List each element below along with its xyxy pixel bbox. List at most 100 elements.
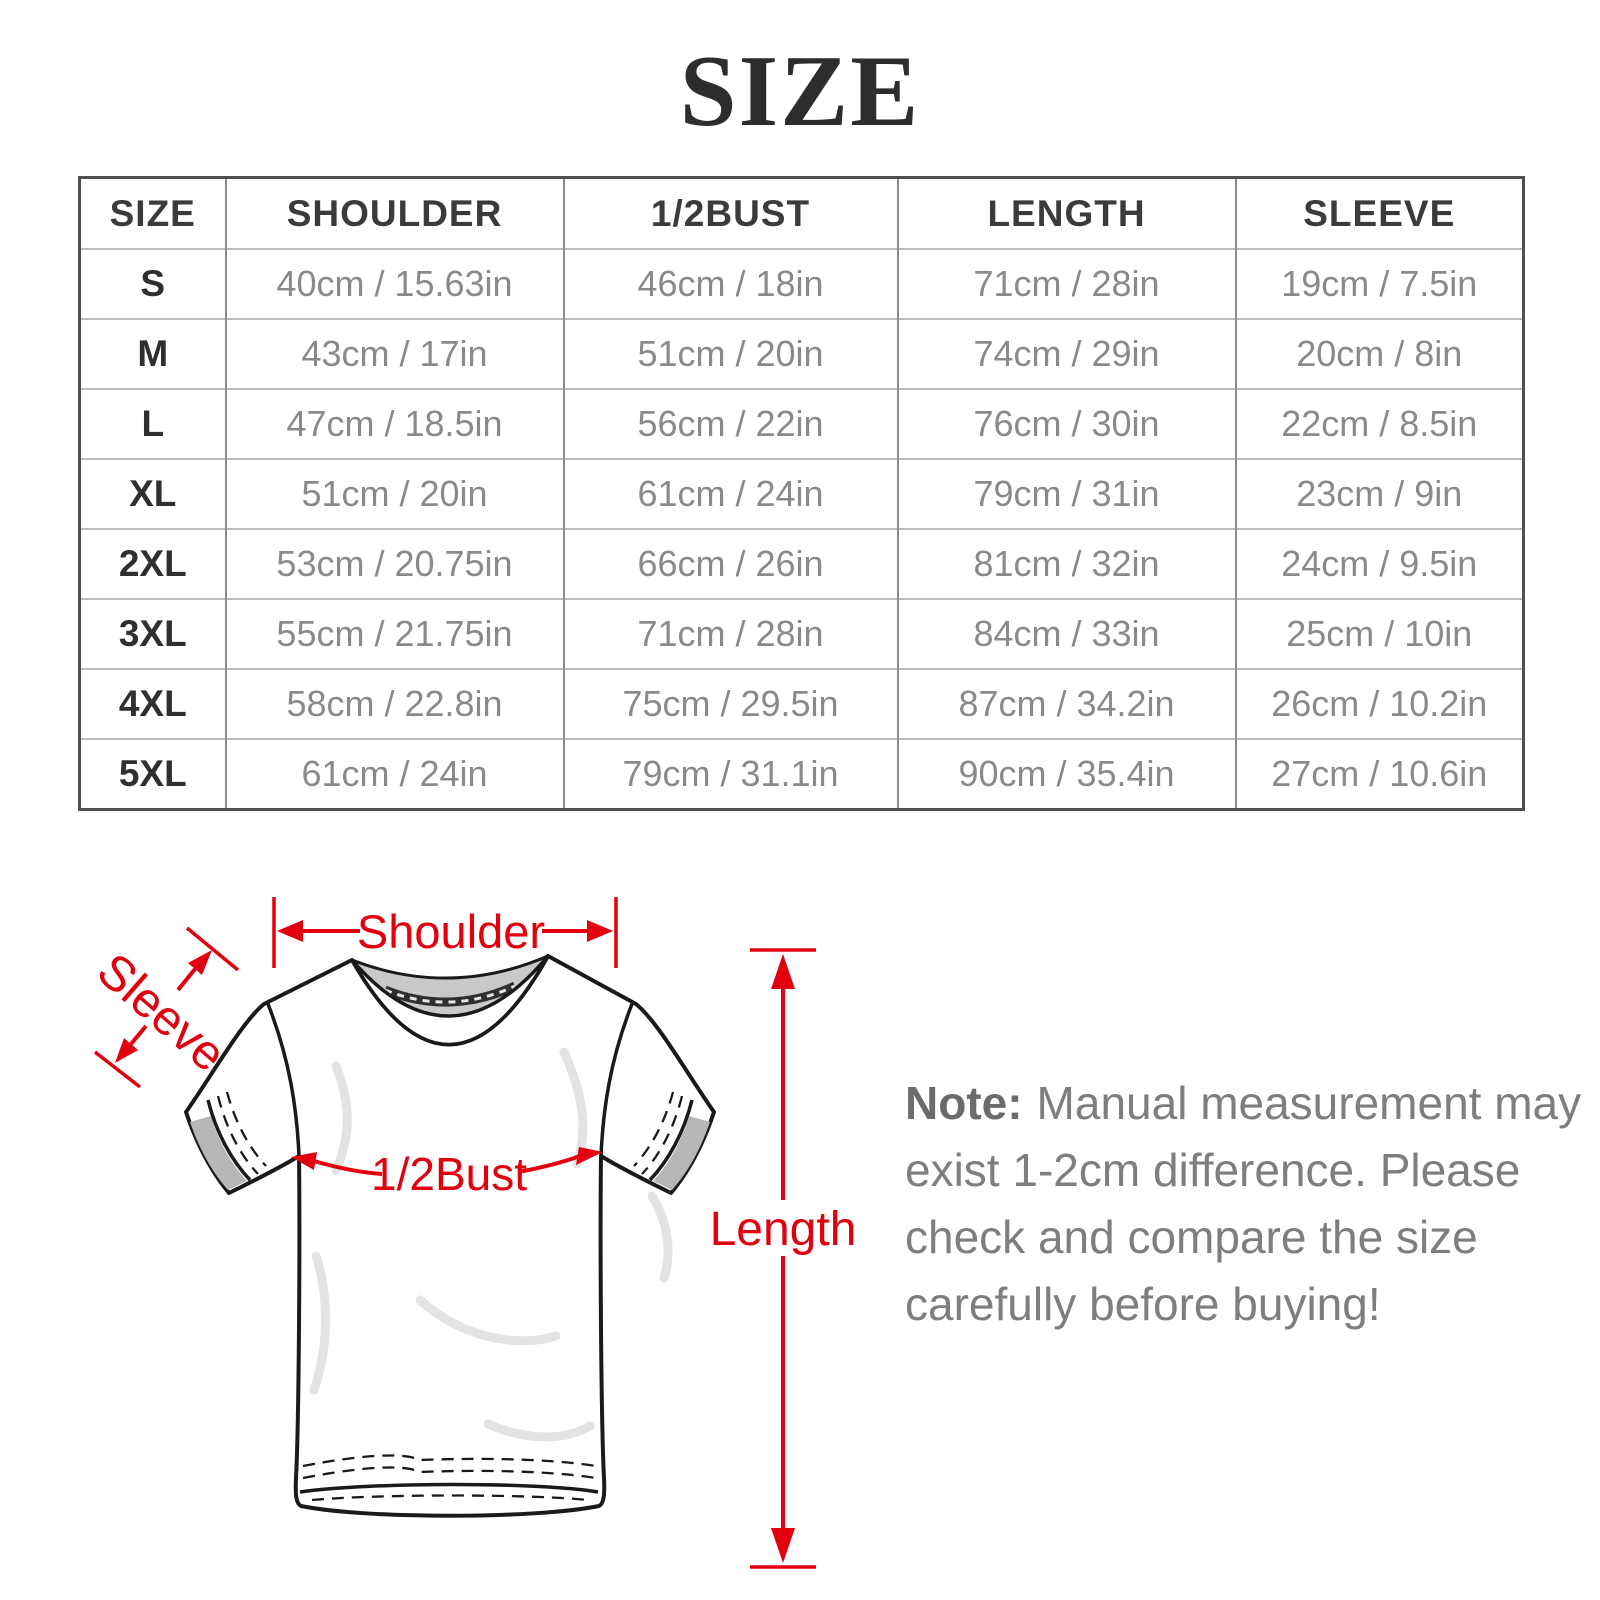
shoulder-arrowhead-right (587, 920, 613, 942)
hem-stitch (311, 1494, 589, 1502)
length-label: Length (710, 1203, 857, 1256)
cell-sleeve: 22cm / 8.5in (1234, 388, 1524, 459)
cell-length: 79cm / 31in (896, 458, 1236, 529)
left-armhole-seam (266, 1003, 301, 1157)
wrinkle-shade (331, 1061, 352, 1175)
sleeve-annotation: Sleeve (87, 926, 240, 1089)
cell-bust: 61cm / 24in (562, 458, 898, 529)
cell-sleeve: 19cm / 7.5in (1234, 248, 1524, 319)
cell-size: L (78, 388, 226, 459)
wrinkle-shade (415, 1295, 561, 1346)
sleeve-tick-lower (93, 1050, 142, 1089)
cell-shoulder: 47cm / 18.5in (224, 388, 564, 459)
right-cuff-stitch (633, 1091, 675, 1167)
cell-size: XL (78, 458, 226, 529)
cell-shoulder: 51cm / 20in (224, 458, 564, 529)
cell-size: 4XL (78, 668, 226, 739)
table-row-l: L 47cm / 18.5in 56cm / 22in 76cm / 30in … (78, 388, 1524, 459)
note-line: exist 1-2cm difference. Please (905, 1144, 1521, 1196)
column-header-size: SIZE (78, 177, 226, 249)
header-row: SIZE SHOULDER 1/2BUST LENGTH SLEEVE (78, 177, 1524, 249)
length-annotation: Length (710, 948, 857, 1569)
table-row-3xl: 3XL 55cm / 21.75in 71cm / 28in 84cm / 33… (78, 598, 1524, 669)
bust-arrow-shaft-left (313, 1159, 383, 1176)
collar-band (350, 954, 550, 1047)
size-table: SIZE SHOULDER 1/2BUST LENGTH SLEEVE S 40… (78, 176, 1525, 811)
sleeve-arrowhead-upper (188, 950, 212, 975)
hem-fold-line (299, 1482, 599, 1494)
length-arrowhead-down (771, 1528, 795, 1563)
cell-bust: 51cm / 20in (562, 318, 898, 389)
cell-shoulder: 61cm / 24in (224, 738, 564, 809)
length-arrowhead-up (771, 954, 795, 989)
cell-bust: 79cm / 31.1in (562, 738, 898, 809)
shoulder-annotation: Shoulder (272, 897, 618, 968)
note-text: Manual measurement may (1036, 1077, 1582, 1129)
cell-shoulder: 40cm / 15.63in (224, 248, 564, 319)
bust-annotation: 1/2Bust (291, 1147, 603, 1200)
wrinkle-shade (483, 1419, 595, 1442)
left-cuff-shade (190, 1116, 247, 1190)
table-row-m: M 43cm / 17in 51cm / 20in 74cm / 29in 20… (78, 318, 1524, 389)
left-cuff-seam (206, 1099, 252, 1182)
bust-label: 1/2Bust (371, 1148, 527, 1200)
cell-length: 81cm / 32in (896, 528, 1236, 599)
right-cuff-stitch (641, 1095, 684, 1175)
column-header-shoulder: SHOULDER (224, 177, 564, 249)
column-header-length: LENGTH (896, 177, 1236, 249)
cell-bust: 46cm / 18in (562, 248, 898, 319)
cell-shoulder: 58cm / 22.8in (224, 668, 564, 739)
note-line: check and compare the size (905, 1211, 1478, 1263)
cell-length: 71cm / 28in (896, 248, 1236, 319)
cell-length: 90cm / 35.4in (896, 738, 1236, 809)
bust-arrowhead-left (291, 1152, 317, 1170)
left-cuff-stitch (216, 1095, 259, 1175)
right-cuff-shade (653, 1116, 710, 1190)
cell-size: M (78, 318, 226, 389)
sleeve-tick-upper (185, 926, 240, 972)
column-header-bust: 1/2BUST (562, 177, 898, 249)
cell-sleeve: 27cm / 10.6in (1234, 738, 1524, 809)
sleeve-arrowhead-lower (115, 1038, 138, 1063)
cell-shoulder: 55cm / 21.75in (224, 598, 564, 669)
cell-size: 2XL (78, 528, 226, 599)
cell-shoulder: 43cm / 17in (224, 318, 564, 389)
table-row-4xl: 4XL 58cm / 22.8in 75cm / 29.5in 87cm / 3… (78, 668, 1524, 739)
hem-stitch (302, 1466, 597, 1480)
collar-rib-stitch-dash (384, 984, 516, 1004)
bust-arrowhead-right (576, 1147, 603, 1165)
note-line: carefully before buying! (905, 1278, 1381, 1330)
column-header-sleeve: SLEEVE (1234, 177, 1524, 249)
table-row-xl: XL 51cm / 20in 61cm / 24in 79cm / 31in 2… (78, 458, 1524, 529)
note-block: Note: Manual measurement may exist 1-2cm … (905, 1070, 1581, 1338)
cell-sleeve: 24cm / 9.5in (1234, 528, 1524, 599)
table-row-2xl: 2XL 53cm / 20.75in 66cm / 26in 81cm / 32… (78, 528, 1524, 599)
tshirt-measure-diagram: Shoulder Sleeve 1/2Bust (87, 897, 857, 1569)
cell-bust: 71cm / 28in (562, 598, 898, 669)
cell-sleeve: 23cm / 9in (1234, 458, 1524, 529)
right-armhole-seam (599, 1003, 634, 1157)
shoulder-arrowhead-left (277, 920, 303, 942)
right-cuff-seam (648, 1099, 694, 1182)
note-line: Note: Manual measurement may (905, 1070, 1581, 1137)
cell-bust: 56cm / 22in (562, 388, 898, 459)
hem-stitch (302, 1454, 597, 1468)
cell-bust: 75cm / 29.5in (562, 668, 898, 739)
cell-sleeve: 25cm / 10in (1234, 598, 1524, 669)
sleeve-arrow-shaft (129, 1024, 148, 1046)
sleeve-arrow-shaft (176, 967, 197, 992)
cell-length: 87cm / 34.2in (896, 668, 1236, 739)
cell-sleeve: 26cm / 10.2in (1234, 668, 1524, 739)
table-row-5xl: 5XL 61cm / 24in 79cm / 31.1in 90cm / 35.… (78, 738, 1524, 809)
cell-size: S (78, 248, 226, 319)
bust-arrow-shaft-right (517, 1154, 581, 1174)
cell-size: 5XL (78, 738, 226, 809)
cell-sleeve: 20cm / 8in (1234, 318, 1524, 389)
page-title: SIZE (679, 35, 921, 148)
cell-length: 84cm / 33in (896, 598, 1236, 669)
cell-size: 3XL (78, 598, 226, 669)
cell-bust: 66cm / 26in (562, 528, 898, 599)
left-cuff-stitch (225, 1091, 267, 1167)
note-label: Note: (905, 1077, 1023, 1129)
